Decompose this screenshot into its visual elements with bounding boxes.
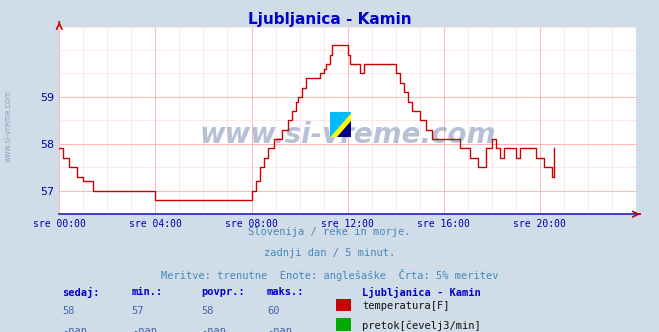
Text: 57: 57 xyxy=(132,306,144,316)
Text: zadnji dan / 5 minut.: zadnji dan / 5 minut. xyxy=(264,248,395,258)
Text: Meritve: trenutne  Enote: anglešaške  Črta: 5% meritev: Meritve: trenutne Enote: anglešaške Črta… xyxy=(161,269,498,281)
Text: Slovenija / reke in morje.: Slovenija / reke in morje. xyxy=(248,227,411,237)
Text: www.si-vreme.com: www.si-vreme.com xyxy=(200,122,496,149)
Text: -nan: -nan xyxy=(63,326,88,332)
Text: sedaj:: sedaj: xyxy=(63,287,100,298)
Text: pretok[čevelj3/min]: pretok[čevelj3/min] xyxy=(362,320,481,331)
Text: maks.:: maks.: xyxy=(267,287,304,297)
Text: -nan: -nan xyxy=(201,326,226,332)
Polygon shape xyxy=(330,112,351,137)
Text: www.si-vreme.com: www.si-vreme.com xyxy=(3,90,13,162)
Text: min.:: min.: xyxy=(132,287,163,297)
Text: 60: 60 xyxy=(267,306,279,316)
Text: povpr.:: povpr.: xyxy=(201,287,244,297)
Text: temperatura[F]: temperatura[F] xyxy=(362,301,450,311)
Text: Ljubljanica - Kamin: Ljubljanica - Kamin xyxy=(248,12,411,27)
Text: Ljubljanica - Kamin: Ljubljanica - Kamin xyxy=(362,287,481,298)
Polygon shape xyxy=(330,112,351,137)
Text: 58: 58 xyxy=(201,306,214,316)
Text: 58: 58 xyxy=(63,306,75,316)
Polygon shape xyxy=(337,121,351,137)
Text: -nan: -nan xyxy=(267,326,292,332)
Text: -nan: -nan xyxy=(132,326,157,332)
